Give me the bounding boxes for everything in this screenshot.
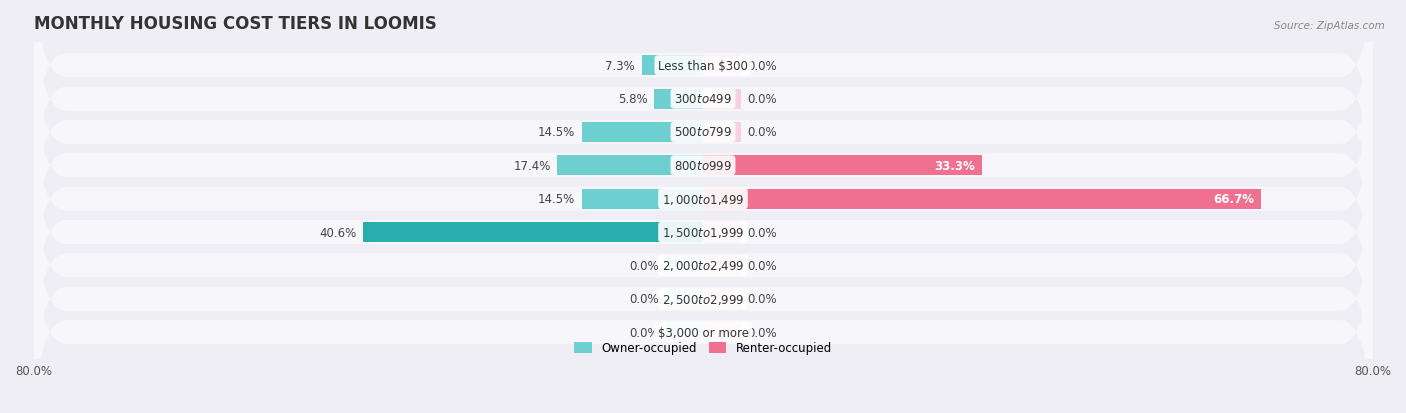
Text: $3,000 or more: $3,000 or more	[658, 326, 748, 339]
Bar	[703, 123, 741, 142]
Legend: Owner-occupied, Renter-occupied: Owner-occupied, Renter-occupied	[569, 337, 837, 359]
Text: 0.0%: 0.0%	[748, 326, 778, 339]
Text: 66.7%: 66.7%	[1213, 193, 1254, 206]
Text: $2,500 to $2,999: $2,500 to $2,999	[662, 292, 744, 306]
FancyBboxPatch shape	[34, 0, 1372, 187]
Text: 40.6%: 40.6%	[319, 226, 357, 239]
Bar	[665, 256, 703, 276]
Text: $1,000 to $1,499: $1,000 to $1,499	[662, 192, 744, 206]
Text: 14.5%: 14.5%	[537, 126, 575, 139]
Text: 5.8%: 5.8%	[619, 93, 648, 106]
FancyBboxPatch shape	[34, 12, 1372, 254]
Text: 17.4%: 17.4%	[513, 159, 551, 172]
Bar	[703, 223, 741, 242]
Text: $2,000 to $2,499: $2,000 to $2,499	[662, 259, 744, 273]
Text: 0.0%: 0.0%	[748, 259, 778, 272]
Bar	[363, 223, 703, 242]
Bar	[665, 322, 703, 342]
Text: $500 to $799: $500 to $799	[673, 126, 733, 139]
Text: 0.0%: 0.0%	[748, 126, 778, 139]
Text: $1,500 to $1,999: $1,500 to $1,999	[662, 225, 744, 240]
FancyBboxPatch shape	[34, 145, 1372, 387]
Bar	[703, 156, 981, 176]
Bar	[703, 289, 741, 309]
Text: MONTHLY HOUSING COST TIERS IN LOOMIS: MONTHLY HOUSING COST TIERS IN LOOMIS	[34, 15, 436, 33]
Text: 0.0%: 0.0%	[748, 93, 778, 106]
Text: 0.0%: 0.0%	[748, 226, 778, 239]
FancyBboxPatch shape	[34, 78, 1372, 320]
Bar	[703, 56, 741, 76]
Text: 0.0%: 0.0%	[748, 292, 778, 306]
Text: $300 to $499: $300 to $499	[673, 93, 733, 106]
FancyBboxPatch shape	[34, 0, 1372, 221]
Text: 14.5%: 14.5%	[537, 193, 575, 206]
Bar	[643, 56, 703, 76]
FancyBboxPatch shape	[34, 178, 1372, 413]
Text: 7.3%: 7.3%	[606, 59, 636, 73]
Bar	[703, 322, 741, 342]
Text: Source: ZipAtlas.com: Source: ZipAtlas.com	[1274, 21, 1385, 31]
FancyBboxPatch shape	[34, 112, 1372, 354]
Bar	[582, 189, 703, 209]
Text: 0.0%: 0.0%	[748, 59, 778, 73]
Text: 33.3%: 33.3%	[934, 159, 974, 172]
Bar	[557, 156, 703, 176]
Text: 0.0%: 0.0%	[628, 259, 658, 272]
Bar	[582, 123, 703, 142]
Text: 0.0%: 0.0%	[628, 326, 658, 339]
FancyBboxPatch shape	[34, 45, 1372, 287]
Bar	[654, 89, 703, 109]
Bar	[703, 189, 1261, 209]
Text: 0.0%: 0.0%	[628, 292, 658, 306]
FancyBboxPatch shape	[34, 211, 1372, 413]
Bar	[703, 89, 741, 109]
Bar	[665, 289, 703, 309]
Text: Less than $300: Less than $300	[658, 59, 748, 73]
Text: $800 to $999: $800 to $999	[673, 159, 733, 172]
Bar	[703, 256, 741, 276]
